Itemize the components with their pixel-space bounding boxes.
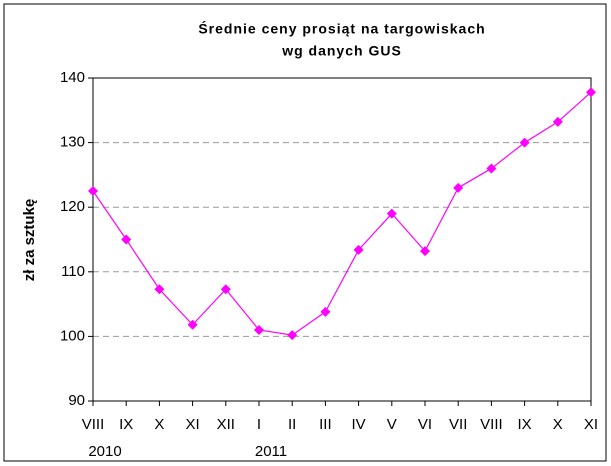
data-point xyxy=(420,246,430,257)
chart-border xyxy=(3,3,607,462)
data-point xyxy=(121,234,132,245)
y-tick-label: 90 xyxy=(68,392,85,409)
x-tick-label: VI xyxy=(418,416,432,433)
y-tick-label: 100 xyxy=(60,327,85,344)
data-point xyxy=(220,284,231,295)
y-tick-label: 140 xyxy=(60,69,85,86)
x-tick-label: I xyxy=(257,416,261,433)
x-tick-label: XI xyxy=(186,416,200,433)
series-line xyxy=(92,91,592,336)
x-tick-label: V xyxy=(387,416,397,433)
x-year-label: 2011 xyxy=(255,443,287,460)
x-tick-label: VIII xyxy=(82,416,105,433)
data-point xyxy=(586,87,596,98)
data-point xyxy=(287,330,298,341)
chart-subtitle: wg danych GUS xyxy=(281,43,402,59)
y-tick-label: 130 xyxy=(60,134,85,151)
x-tick-label: VIII xyxy=(480,416,503,433)
x-tick-label: X xyxy=(154,416,164,433)
plot-border xyxy=(92,77,592,402)
y-tick-label: 110 xyxy=(61,263,85,280)
data-point xyxy=(519,137,530,148)
x-tick-label: X xyxy=(553,416,563,433)
data-point xyxy=(254,324,264,335)
x-tick-label: III xyxy=(319,416,332,433)
x-tick-label: IX xyxy=(119,416,133,433)
data-point xyxy=(453,182,464,193)
x-tick-label: XII xyxy=(217,416,235,433)
data-point xyxy=(353,244,364,255)
x-tick-label: II xyxy=(288,416,296,433)
data-point xyxy=(552,116,563,127)
data-point xyxy=(187,319,198,330)
y-tick-label: 120 xyxy=(60,198,85,215)
chart-title: Średnie ceny prosiąt na targowiskach xyxy=(198,20,485,37)
x-tick-label: IX xyxy=(518,416,532,433)
data-point xyxy=(486,163,497,174)
data-point xyxy=(88,186,98,197)
x-tick-label: IV xyxy=(352,416,366,433)
data-point xyxy=(386,208,397,219)
x-year-label: 2010 xyxy=(88,443,121,460)
x-tick-label: XI xyxy=(584,416,598,433)
data-point xyxy=(320,306,331,317)
x-tick-label: VII xyxy=(449,416,467,433)
data-point xyxy=(154,284,165,295)
y-axis-label: zł za sztukę xyxy=(21,199,38,282)
